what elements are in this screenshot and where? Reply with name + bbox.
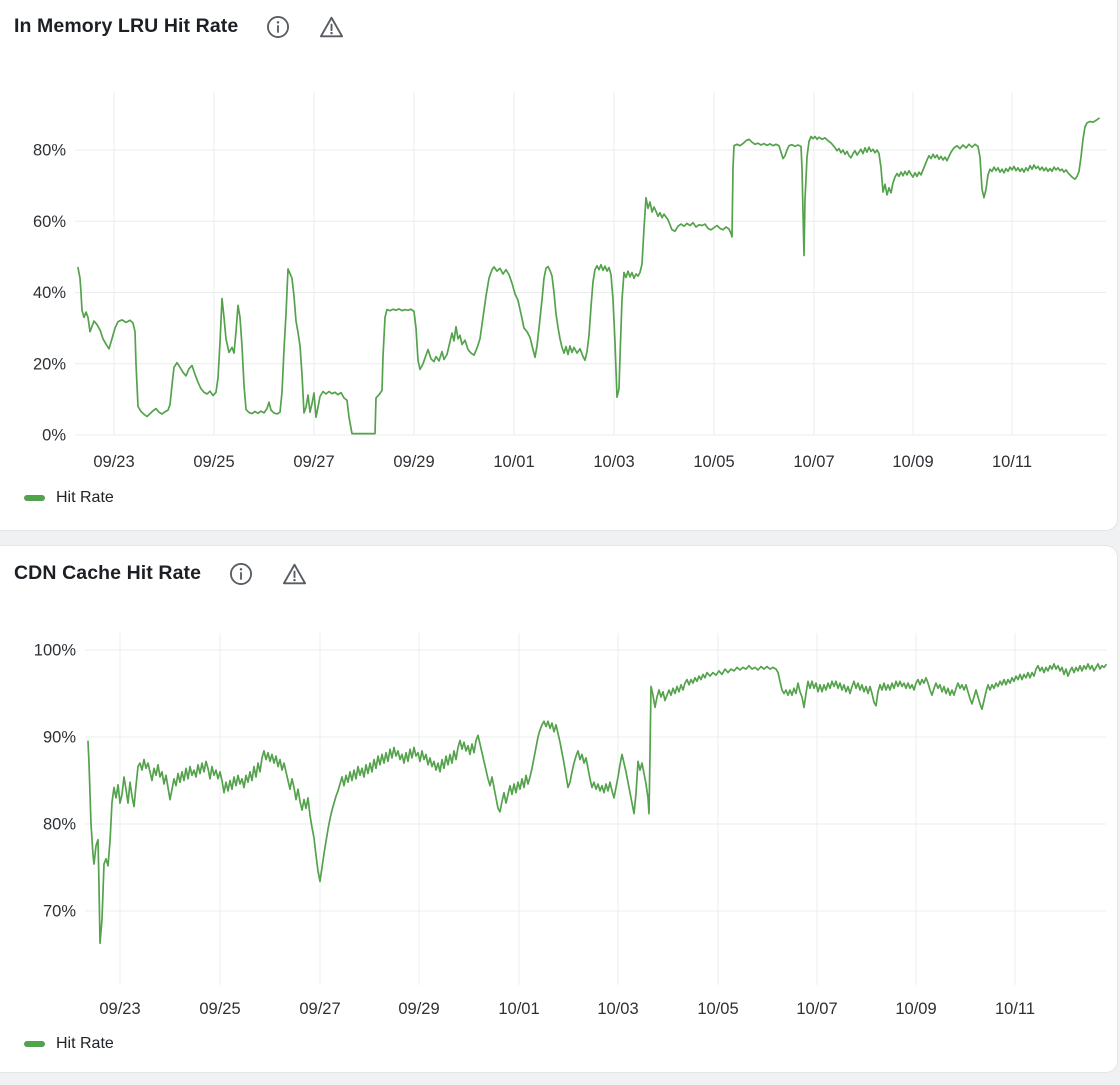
- x-tick-label: 10/11: [992, 453, 1032, 471]
- x-tick-label: 10/09: [895, 1000, 936, 1018]
- x-tick-label: 10/07: [793, 453, 834, 471]
- y-tick-label: 90%: [43, 729, 76, 747]
- chart-canvas-cdn-cache-hit-rate[interactable]: 70% 80% 90% 100% 09/23 09/25 09/27 09/29 10/01 10…: [0, 540, 1120, 1085]
- x-tick-label: 10/05: [693, 453, 734, 471]
- x-tick-label: 09/25: [193, 453, 234, 471]
- chart-canvas-in-memory-lru-hit-rate[interactable]: 0% 20% 40% 60% 80% 09/23 09/25 09/27 09/29 10/01 1…: [0, 0, 1120, 540]
- y-tick-label: 80%: [33, 142, 66, 160]
- panel-title: In Memory LRU Hit Rate: [14, 15, 239, 37]
- y-tick-label: 80%: [43, 816, 76, 834]
- y-tick-label: 60%: [33, 213, 66, 231]
- panel-title: CDN Cache Hit Rate: [14, 562, 202, 584]
- y-tick-label: 100%: [34, 642, 77, 660]
- panel-in-memory-lru-hit-rate: [0, 0, 1118, 531]
- x-tick-label: 09/23: [93, 453, 134, 471]
- y-tick-label: 0%: [42, 427, 66, 445]
- x-tick-label: 10/07: [796, 1000, 837, 1018]
- legend-swatch: [24, 1041, 45, 1047]
- x-tick-label: 09/27: [299, 1000, 340, 1018]
- panel1-header: In Memory LRU Hit Rate: [14, 13, 345, 40]
- legend-swatch: [24, 495, 45, 501]
- panel-cdn-cache-hit-rate: [0, 545, 1118, 1073]
- info-icon[interactable]: [228, 561, 254, 587]
- x-tick-label: 10/11: [995, 1000, 1035, 1018]
- x-tick-label: 10/03: [597, 1000, 638, 1018]
- x-tick-label: 09/29: [398, 1000, 439, 1018]
- x-tick-label: 10/03: [593, 453, 634, 471]
- x-tick-label: 09/27: [293, 453, 334, 471]
- y-tick-label: 70%: [43, 903, 76, 921]
- x-tick-label: 10/01: [498, 1000, 539, 1018]
- x-tick-label: 09/29: [393, 453, 434, 471]
- legend-label: Hit Rate: [56, 489, 114, 506]
- x-tick-label: 10/01: [493, 453, 534, 471]
- panel2-header: CDN Cache Hit Rate: [14, 560, 308, 587]
- legend-label: Hit Rate: [56, 1035, 114, 1052]
- warning-icon[interactable]: [281, 560, 308, 587]
- x-tick-label: 09/25: [199, 1000, 240, 1018]
- warning-icon[interactable]: [318, 13, 345, 40]
- x-tick-label: 10/05: [697, 1000, 738, 1018]
- legend-item-hit-rate[interactable]: Hit Rate: [24, 489, 114, 507]
- x-tick-label: 09/23: [99, 1000, 140, 1018]
- legend-item-hit-rate[interactable]: Hit Rate: [24, 1035, 114, 1053]
- x-tick-label: 10/09: [892, 453, 933, 471]
- series-line-hit-rate: [87, 663, 1107, 945]
- series-line-hit-rate: [77, 117, 1100, 435]
- y-tick-label: 20%: [33, 355, 66, 373]
- info-icon[interactable]: [265, 14, 291, 40]
- y-tick-label: 40%: [33, 284, 66, 302]
